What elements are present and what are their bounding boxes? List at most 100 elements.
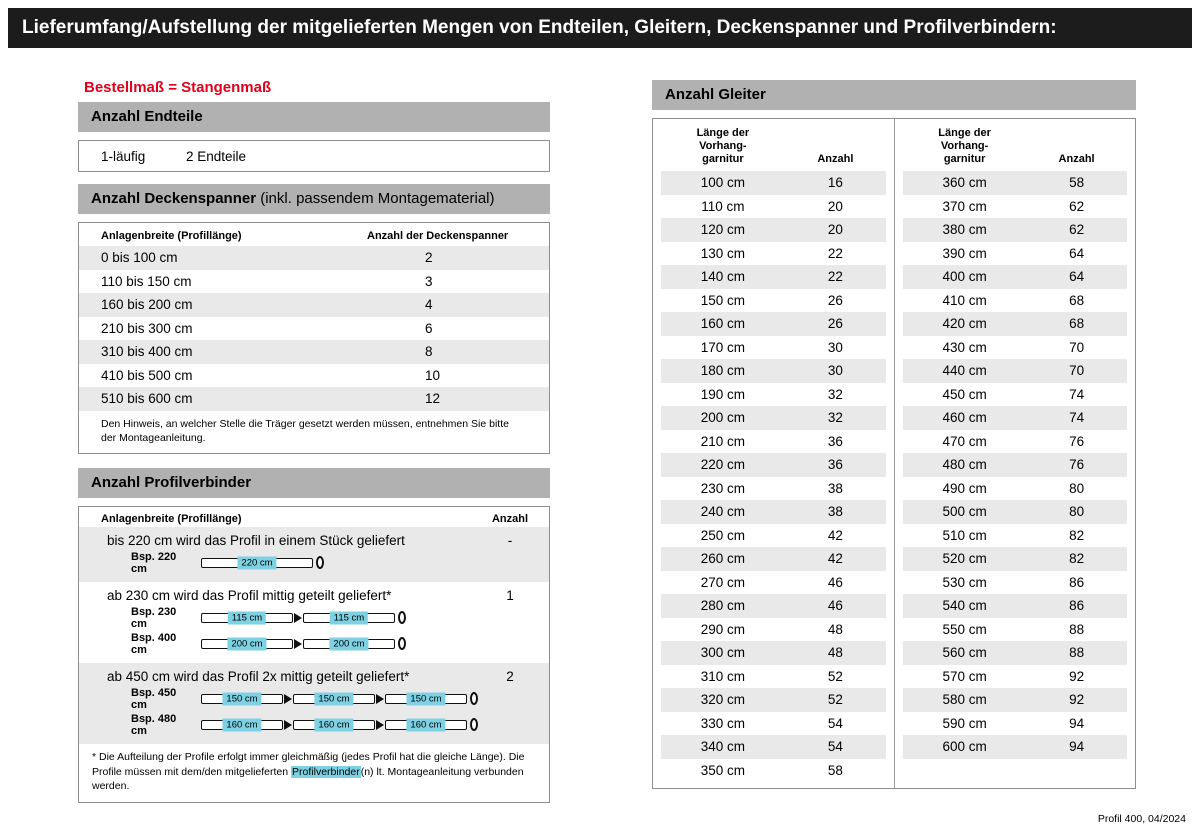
gleiter-row: 110 cm 20 [661, 195, 886, 219]
profile-segment-length: 150 cm [406, 692, 446, 706]
profile-segment-length: 160 cm [222, 718, 262, 732]
deckenspanner-range: 410 bis 500 cm [101, 367, 193, 383]
deckenspanner-heading-subtitle: (inkl. passendem Montagematerial) [256, 190, 495, 207]
gleiter-row: 200 cm 32 [661, 406, 886, 430]
endteile-heading: Anzahl Endteile [78, 102, 550, 132]
gleiter-length: 170 cm [700, 339, 746, 355]
gleiter-count: 32 [827, 410, 843, 426]
gleiter-length: 290 cm [700, 621, 746, 637]
gleiter-count: 92 [1069, 668, 1085, 684]
gleiter-length: 360 cm [942, 175, 987, 191]
profilverbinder-block: ab 450 cm wird das Profil 2x mittig gete… [79, 662, 549, 744]
deckenspanner-range: 110 bis 150 cm [101, 273, 192, 289]
gleiter-row: 210 cm 36 [661, 430, 886, 454]
profilverbinder-table-header: Anlagenbreite (Profillänge) Anzahl [79, 507, 549, 527]
profile-example: Bsp. 220 cm 220 cm [79, 550, 549, 576]
gleiter-count: 58 [827, 762, 843, 778]
gleiter-length: 110 cm [701, 198, 745, 214]
gleiter-length: 390 cm [942, 245, 987, 261]
profile-example-label: Bsp. 450 cm [131, 686, 177, 711]
gleiter-length: 410 cm [942, 292, 987, 308]
profile-endpiece-icon [316, 556, 324, 570]
endteile-variant: 1-läufig [101, 148, 146, 164]
gleiter-count: 94 [1069, 739, 1085, 755]
order-note: Bestellmaß = Stangenmaß [84, 79, 272, 96]
gleiter-count: 82 [1069, 527, 1085, 543]
profile-connector-icon [376, 693, 384, 704]
page-title: Lieferumfang/Aufstellung der mitgeliefer… [22, 17, 1057, 38]
gleiter-row: 240 cm 38 [661, 500, 886, 524]
gleiter-row: 220 cm 36 [661, 453, 886, 477]
gleiter-length: 450 cm [942, 386, 987, 402]
profilverbinder-block-head: ab 230 cm wird das Profil mittig geteilt… [79, 586, 549, 605]
deckenspanner-row: 410 bis 500 cm 10 [79, 364, 549, 388]
profile-segment: 200 cm [303, 637, 395, 651]
deckenspanner-count: 2 [425, 250, 433, 266]
profile-endpiece-icon [398, 611, 406, 625]
profile-segment: 220 cm [201, 556, 313, 570]
gleiter-length: 260 cm [700, 551, 746, 567]
gleiter-row: 600 cm 94 [903, 735, 1127, 759]
gleiter-count: 54 [827, 739, 843, 755]
gleiter-length: 140 cm [700, 269, 746, 285]
gleiter-row: 170 cm 30 [661, 336, 886, 360]
deckenspanner-range: 210 bis 300 cm [101, 320, 193, 336]
deckenspanner-range: 160 bis 200 cm [101, 297, 193, 313]
profilverbinder-heading: Anzahl Profilverbinder [78, 467, 550, 498]
gleiter-length: 240 cm [700, 504, 746, 520]
gleiter-table-right: Länge der Vorhang- garnitur Anzahl 360 c… [894, 119, 1135, 788]
gleiter-count: 22 [827, 269, 843, 285]
profile-example-label: Bsp. 400 cm [131, 631, 177, 656]
gleiter-count: 20 [827, 222, 843, 238]
gleiter-count: 92 [1069, 692, 1085, 708]
profile-segment-length: 115 cm [329, 611, 369, 625]
gleiter-count: 88 [1069, 621, 1085, 637]
gleiter-length: 550 cm [942, 621, 987, 637]
deckenspanner-col-anzahl: Anzahl der Deckenspanner [367, 230, 509, 242]
profile-diagram: 160 cm 160 cm 160 cm [201, 718, 478, 732]
gleiter-count: 26 [827, 292, 843, 308]
gleiter-row: 270 cm 46 [661, 571, 886, 595]
gleiter-length: 300 cm [700, 645, 746, 661]
gleiter-length: 120 cm [700, 222, 746, 238]
gleiter-heading: Anzahl Gleiter [652, 80, 1136, 110]
gleiter-length: 270 cm [700, 574, 746, 590]
deckenspanner-row: 110 bis 150 cm 3 [79, 270, 549, 294]
footnote-text-post: (n) lt. Montageanleitung verbunden werde… [92, 765, 524, 793]
gleiter-row: 320 cm 52 [661, 688, 886, 712]
gleiter-table-left: Länge der Vorhang- garnitur Anzahl 100 c… [653, 119, 894, 788]
profile-endpiece-icon [470, 692, 478, 706]
gleiter-count: 46 [827, 574, 843, 590]
gleiter-count: 42 [827, 551, 843, 567]
gleiter-length: 500 cm [942, 504, 987, 520]
gleiter-length: 210 cm [700, 433, 746, 449]
gleiter-count: 22 [827, 245, 843, 261]
profile-connector-icon [284, 693, 292, 704]
gleiter-row: 160 cm 26 [661, 312, 886, 336]
profile-segment-length: 160 cm [314, 718, 354, 732]
gleiter-count: 68 [1069, 292, 1085, 308]
gleiter-row: 120 cm 20 [661, 218, 886, 242]
profilverbinder-count: 1 [506, 587, 514, 603]
profile-connector-icon [294, 638, 302, 649]
gleiter-count: 30 [827, 339, 843, 355]
gleiter-count: 54 [827, 715, 843, 731]
right-column: Anzahl Gleiter Länge der Vorhang- garnit… [652, 80, 1136, 789]
gleiter-row: 420 cm 68 [903, 312, 1127, 336]
gleiter-row: 460 cm 74 [903, 406, 1127, 430]
gleiter-count: 26 [827, 316, 843, 332]
endteile-box: 1-läufig 2 Endteile [78, 140, 550, 172]
deckenspanner-note: Den Hinweis, an welcher Stelle die Träge… [101, 417, 509, 444]
deckenspanner-range: 310 bis 400 cm [101, 344, 193, 360]
gleiter-rows-right: 360 cm 58 370 cm 62 380 cm 62 390 cm 64 400 cm 64… [903, 171, 1127, 759]
profile-example: Bsp. 400 cm 200 cm 200 cm [79, 631, 549, 657]
gleiter-table-header-right: Länge der Vorhang- garnitur Anzahl [903, 119, 1127, 171]
profile-segment-length: 160 cm [406, 718, 446, 732]
gleiter-length: 580 cm [942, 692, 987, 708]
profile-endpiece-icon [398, 637, 406, 651]
profile-endpiece-icon [470, 718, 478, 732]
gleiter-row: 480 cm 76 [903, 453, 1127, 477]
gleiter-row: 360 cm 58 [903, 171, 1127, 195]
gleiter-row: 410 cm 68 [903, 289, 1127, 313]
gleiter-count: 86 [1069, 574, 1085, 590]
